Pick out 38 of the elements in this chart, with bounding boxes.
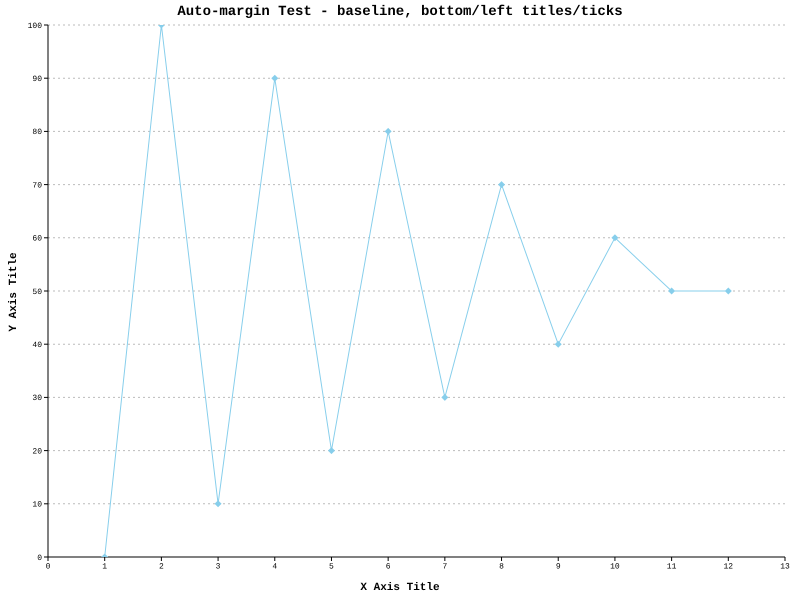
point — [611, 234, 618, 242]
chart-title: Auto-margin Test - baseline, bottom/left titles/ticks — [176, 4, 624, 20]
x-axis-title: X Axis Title — [359, 582, 441, 594]
y-tick-label: 70 — [32, 181, 42, 190]
x-tick-label: 13 — [780, 562, 790, 572]
point — [271, 74, 278, 82]
x-tick-label: 5 — [329, 562, 334, 572]
x-tick-label: 3 — [216, 562, 221, 572]
x-tick-label: 8 — [499, 562, 504, 572]
x-tick-label: 1 — [102, 562, 108, 572]
y-axis-title: Y Axis Title — [8, 252, 20, 332]
x-tick-label: 10 — [610, 562, 620, 572]
x-tick-label: 4 — [272, 562, 278, 572]
y-tick-label: 10 — [32, 500, 42, 510]
y-tick-label: 100 — [28, 22, 42, 31]
y-tick-label: 20 — [32, 447, 42, 456]
x-tick-label: 2 — [158, 562, 164, 572]
y-tick-label: 0 — [37, 554, 42, 563]
point — [554, 340, 562, 348]
point — [214, 500, 222, 508]
point — [498, 181, 506, 188]
point — [441, 394, 448, 401]
y-tick-label: 50 — [32, 288, 42, 297]
x-tick-label: 11 — [666, 562, 677, 572]
point — [668, 288, 676, 294]
x-tick-label: 12 — [724, 562, 734, 572]
x-tick-label: 6 — [386, 562, 391, 572]
y-tick-label: 60 — [32, 234, 42, 244]
x-tick-label: 0 — [46, 562, 51, 572]
y-tick-label: 90 — [32, 75, 42, 84]
point — [328, 447, 335, 454]
y-tick-label: 80 — [32, 128, 42, 138]
point — [724, 288, 732, 294]
x-tick-label: 7 — [442, 562, 448, 572]
x-tick-label: 9 — [556, 562, 561, 572]
y-tick-label: 30 — [32, 394, 42, 404]
y-tick-label: 40 — [32, 341, 42, 350]
point — [384, 128, 392, 135]
